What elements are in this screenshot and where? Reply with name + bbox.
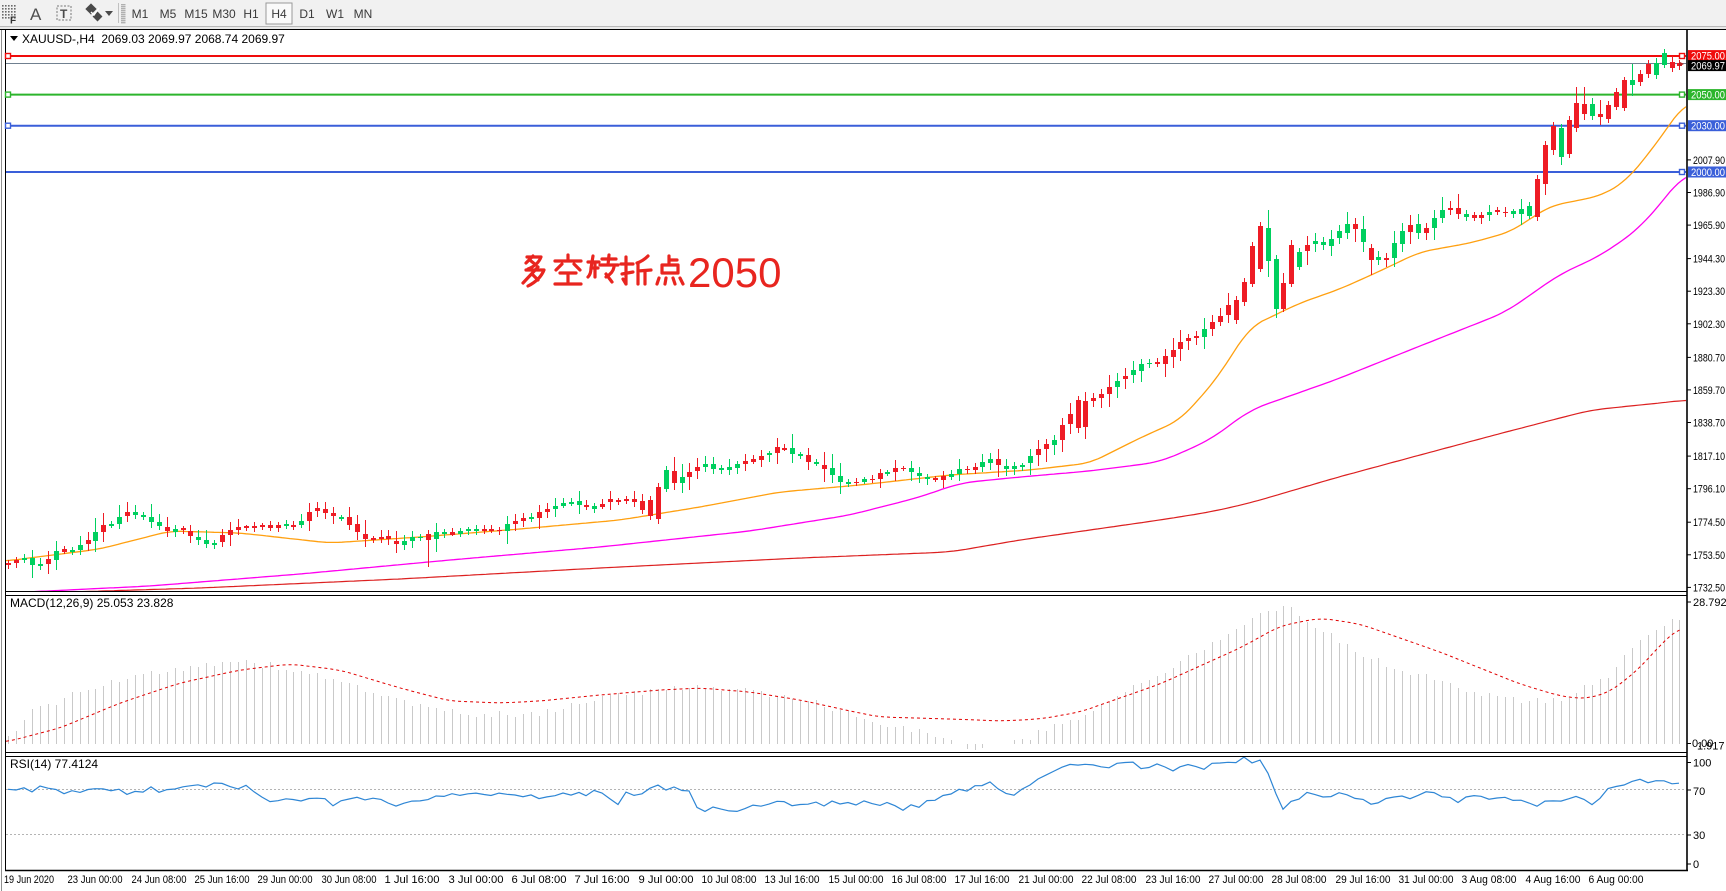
svg-text:F: F: [10, 16, 16, 27]
svg-text:70: 70: [1693, 786, 1705, 798]
svg-text:100: 100: [1693, 758, 1711, 770]
svg-text:3 Jul 00:00: 3 Jul 00:00: [449, 874, 504, 886]
svg-text:15 Jul 00:00: 15 Jul 00:00: [829, 874, 884, 886]
svg-text:H4: H4: [271, 7, 287, 21]
svg-text:T: T: [60, 7, 68, 21]
svg-text:M15: M15: [184, 7, 208, 21]
svg-text:21 Jul 00:00: 21 Jul 00:00: [1019, 874, 1074, 886]
svg-text:6 Aug 00:00: 6 Aug 00:00: [1589, 874, 1644, 886]
svg-text:1732.50: 1732.50: [1693, 582, 1725, 594]
svg-text:2007.90: 2007.90: [1693, 155, 1725, 167]
svg-text:2075.00: 2075.00: [1691, 51, 1725, 63]
svg-text:2050.00: 2050.00: [1691, 90, 1725, 102]
svg-text:RSI(14) 77.4124: RSI(14) 77.4124: [10, 757, 98, 771]
svg-text:3 Aug 08:00: 3 Aug 08:00: [1462, 874, 1517, 886]
svg-text:1 Jul 16:00: 1 Jul 16:00: [385, 874, 440, 886]
svg-text:17 Jul 16:00: 17 Jul 16:00: [955, 874, 1010, 886]
svg-text:30 Jun 08:00: 30 Jun 08:00: [322, 874, 377, 886]
svg-text:22 Jul 08:00: 22 Jul 08:00: [1082, 874, 1137, 886]
svg-text:1880.70: 1880.70: [1693, 352, 1725, 364]
svg-text:13 Jul 16:00: 13 Jul 16:00: [765, 874, 820, 886]
svg-text:25 Jun 16:00: 25 Jun 16:00: [195, 874, 250, 886]
svg-text:MN: MN: [354, 7, 373, 21]
svg-text:XAUUSD-,H4 2069.03 2069.97 20: XAUUSD-,H4 2069.03 2069.97 2068.74 2069.…: [22, 32, 285, 46]
svg-text:4 Aug 16:00: 4 Aug 16:00: [1526, 874, 1581, 886]
svg-text:9 Jul 00:00: 9 Jul 00:00: [639, 874, 694, 886]
svg-text:H1: H1: [243, 7, 259, 21]
svg-text:W1: W1: [326, 7, 344, 21]
svg-text:7 Jul 16:00: 7 Jul 16:00: [575, 874, 630, 886]
svg-text:2030.00: 2030.00: [1691, 121, 1725, 133]
svg-text:29 Jul 16:00: 29 Jul 16:00: [1336, 874, 1391, 886]
svg-text:24 Jun 08:00: 24 Jun 08:00: [132, 874, 187, 886]
svg-text:23 Jun 00:00: 23 Jun 00:00: [68, 874, 123, 886]
svg-text:M30: M30: [212, 7, 236, 21]
svg-text:28.792: 28.792: [1693, 597, 1726, 609]
svg-text:1986.90: 1986.90: [1693, 188, 1725, 200]
svg-text:1923.30: 1923.30: [1693, 286, 1725, 298]
svg-text:1774.50: 1774.50: [1693, 517, 1725, 529]
svg-text:1944.30: 1944.30: [1693, 254, 1725, 266]
svg-text:1817.10: 1817.10: [1693, 451, 1725, 463]
svg-text:16 Jul 08:00: 16 Jul 08:00: [892, 874, 947, 886]
svg-text:M5: M5: [160, 7, 177, 21]
svg-text:30: 30: [1693, 830, 1705, 842]
svg-text:1753.50: 1753.50: [1693, 550, 1725, 562]
svg-text:1902.30: 1902.30: [1693, 319, 1725, 331]
svg-text:D1: D1: [299, 7, 315, 21]
svg-text:2000.00: 2000.00: [1691, 167, 1725, 179]
svg-text:29 Jun 00:00: 29 Jun 00:00: [258, 874, 313, 886]
svg-text:2050: 2050: [688, 249, 781, 296]
svg-text:0: 0: [1693, 859, 1699, 871]
svg-text:A: A: [30, 5, 42, 24]
svg-text:28 Jul 08:00: 28 Jul 08:00: [1272, 874, 1327, 886]
svg-text:10 Jul 08:00: 10 Jul 08:00: [702, 874, 757, 886]
svg-text:1.917: 1.917: [1697, 741, 1725, 753]
svg-text:1965.90: 1965.90: [1693, 220, 1725, 232]
svg-text:6 Jul 08:00: 6 Jul 08:00: [512, 874, 567, 886]
svg-text:1796.10: 1796.10: [1693, 484, 1725, 496]
svg-text:23 Jul 16:00: 23 Jul 16:00: [1146, 874, 1201, 886]
svg-text:19 Jun 2020: 19 Jun 2020: [4, 874, 54, 886]
svg-text:1859.70: 1859.70: [1693, 385, 1725, 397]
svg-text:31 Jul 00:00: 31 Jul 00:00: [1399, 874, 1454, 886]
svg-text:MACD(12,26,9) 25.053 23.828: MACD(12,26,9) 25.053 23.828: [10, 596, 174, 610]
svg-text:M1: M1: [132, 7, 149, 21]
svg-text:0.00: 0.00: [1692, 738, 1713, 750]
svg-text:2069.97: 2069.97: [1691, 61, 1725, 73]
svg-text:1838.70: 1838.70: [1693, 418, 1725, 430]
svg-text:27 Jul 00:00: 27 Jul 00:00: [1209, 874, 1264, 886]
